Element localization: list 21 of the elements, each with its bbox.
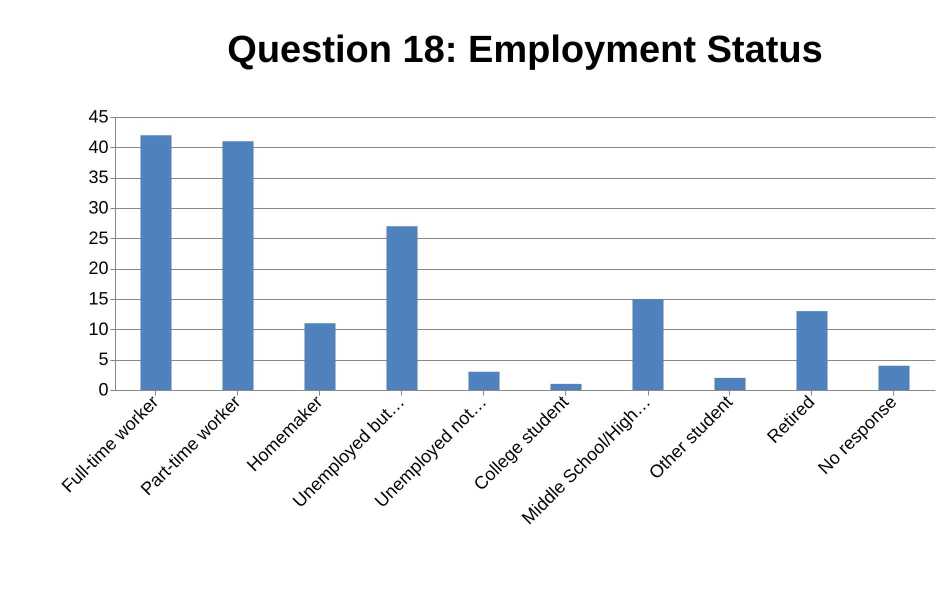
y-tick-label: 20 — [88, 258, 108, 278]
y-tick-label: 15 — [88, 288, 108, 308]
y-tick-label: 35 — [88, 167, 108, 188]
bar — [140, 135, 172, 390]
y-tick-label: 10 — [88, 318, 108, 339]
bar — [222, 141, 254, 390]
y-tick-label: 40 — [88, 136, 108, 157]
bar — [878, 366, 910, 390]
y-tick-label: 25 — [88, 228, 108, 248]
y-tick-label: 0 — [98, 380, 108, 400]
bar — [714, 378, 746, 390]
bar — [304, 323, 336, 390]
y-tick-label: 45 — [88, 106, 108, 126]
bar — [386, 226, 418, 390]
bar — [632, 299, 664, 390]
bar — [796, 311, 828, 390]
bar — [468, 372, 500, 390]
y-tick-label: 30 — [88, 198, 108, 218]
chart-title: Question 18: Employment Status — [227, 29, 823, 71]
y-tick-label: 5 — [98, 349, 108, 370]
bar — [550, 384, 582, 390]
